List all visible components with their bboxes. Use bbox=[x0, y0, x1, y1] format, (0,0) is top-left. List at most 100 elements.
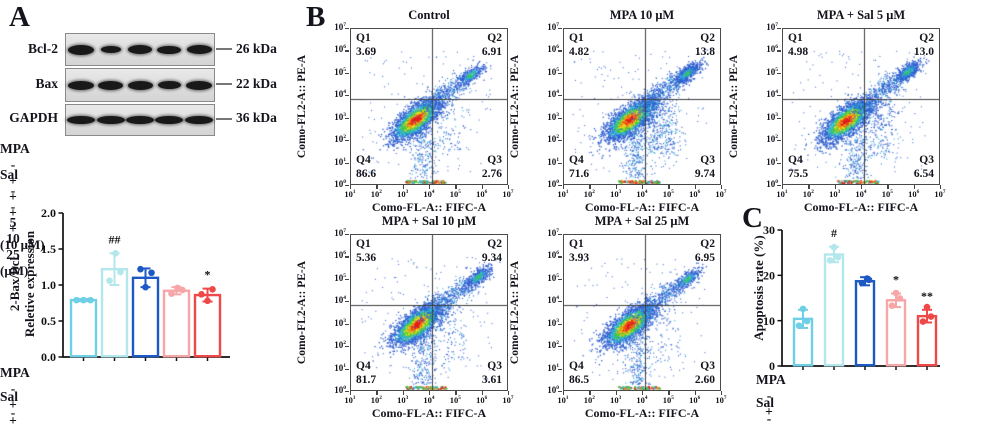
y-tick-label: 101 bbox=[766, 156, 778, 167]
protein-band bbox=[157, 45, 182, 54]
x-tick-label: 103 bbox=[829, 189, 841, 199]
exponent: 7 bbox=[556, 22, 559, 28]
data-point bbox=[168, 290, 175, 297]
x-tick-label: 105 bbox=[662, 395, 674, 405]
exponent: 1 bbox=[556, 362, 559, 369]
quadrant-q2: Q2 9.34 bbox=[481, 238, 502, 264]
flow-plot-area: Q1 3.93 Q2 6.95 Q4 86.5 Q3 2.60 bbox=[563, 234, 721, 391]
x-tick-mark bbox=[455, 185, 457, 189]
flow-x-axis-label: Como-FL-A:: FIFC-A bbox=[584, 406, 700, 420]
x-tick-mark bbox=[508, 391, 510, 395]
quadrant-q3: Q3 9.74 bbox=[694, 154, 715, 181]
x-tick-mark bbox=[808, 185, 810, 189]
y-tick-mark bbox=[345, 256, 349, 258]
x-tick-label: 102 bbox=[802, 189, 814, 199]
y-tick-label: 102 bbox=[334, 340, 346, 351]
y-tick-label: 105 bbox=[766, 66, 778, 77]
y-tick-mark bbox=[777, 162, 781, 164]
y-tick-mark bbox=[777, 117, 781, 119]
x-tick-mark bbox=[481, 185, 483, 189]
blot-box-bcl2 bbox=[65, 33, 215, 66]
data-point bbox=[148, 269, 155, 277]
x-tick-label: 102 bbox=[370, 395, 382, 405]
y-tick-mark bbox=[558, 185, 562, 187]
exponent: 4 bbox=[863, 189, 867, 196]
flow-scatter-canvas bbox=[783, 29, 939, 184]
x-tick-label: 101 bbox=[344, 189, 356, 199]
lane-value: + bbox=[765, 404, 773, 419]
y-tick-mark bbox=[777, 185, 781, 187]
y-tick-label: 103 bbox=[547, 111, 559, 122]
y-tick-label: 20 bbox=[763, 269, 775, 283]
exponent: 4 bbox=[644, 395, 648, 402]
protein-band bbox=[67, 116, 95, 124]
y-tick-label: 104 bbox=[547, 295, 559, 306]
data-point bbox=[830, 243, 838, 251]
lane-value: - bbox=[10, 199, 16, 214]
y-tick-label: 101 bbox=[334, 156, 346, 167]
x-tick-label: 106 bbox=[689, 189, 701, 199]
exponent: 5 bbox=[671, 189, 674, 196]
flow-x-ticks: 101 102 103 104 105 106 107 bbox=[776, 189, 945, 201]
lane-value: + bbox=[756, 420, 782, 424]
quadrant-q4: Q4 86.6 bbox=[356, 154, 377, 181]
exponent: 6 bbox=[484, 395, 488, 402]
x-tick-label: 102 bbox=[370, 189, 382, 199]
lane-row-label: Sal bbox=[756, 395, 775, 410]
x-tick-label: 101 bbox=[776, 189, 788, 199]
y-tick-mark bbox=[558, 140, 562, 142]
quadrant-q3: Q3 6.54 bbox=[913, 154, 934, 181]
y-tick-mark bbox=[558, 346, 562, 348]
y-tick-label: 107 bbox=[766, 22, 778, 32]
x-tick-mark bbox=[589, 185, 591, 189]
exponent: 2 bbox=[592, 395, 595, 402]
lane-unit: (μM) bbox=[0, 263, 29, 278]
x-tick-label: 107 bbox=[502, 395, 514, 405]
significance-annotation: # bbox=[831, 226, 837, 240]
exponent: 3 bbox=[556, 111, 559, 118]
y-tick-mark bbox=[345, 117, 349, 119]
bar bbox=[162, 289, 191, 358]
exponent: 0 bbox=[556, 179, 559, 185]
panel-b-label: B bbox=[306, 1, 326, 33]
lane-value: - bbox=[10, 157, 16, 172]
flow-y-axis-label: Como-FL2-A:: PE-A bbox=[296, 260, 308, 365]
flow-title: Control bbox=[408, 8, 450, 22]
data-point bbox=[137, 265, 144, 273]
flow-y-ticks: 100 101 102 103 104 105 106 107 bbox=[312, 22, 346, 189]
data-point bbox=[923, 303, 931, 311]
exponent: 3 bbox=[618, 395, 622, 402]
exponent: 1 bbox=[343, 156, 346, 163]
protein-band bbox=[100, 46, 121, 53]
quadrant-q1: Q1 4.82 bbox=[569, 32, 590, 58]
exponent: 6 bbox=[556, 44, 559, 51]
y-tick-mark bbox=[558, 72, 562, 75]
exponent: 1 bbox=[784, 189, 788, 196]
flow-x-ticks: 101 102 103 104 105 106 107 bbox=[557, 189, 726, 201]
y-tick-mark bbox=[558, 50, 562, 52]
exponent: 4 bbox=[343, 89, 346, 96]
significance-annotation: * bbox=[893, 272, 899, 286]
x-tick-mark bbox=[402, 391, 404, 395]
exponent: 2 bbox=[556, 340, 559, 347]
bar bbox=[69, 298, 98, 358]
data-point bbox=[106, 277, 113, 284]
protein-band bbox=[186, 80, 212, 90]
quadrant-q4: Q4 81.7 bbox=[356, 360, 377, 387]
flow-y-axis-label: Como-FL2-A:: PE-A bbox=[728, 54, 740, 159]
x-tick-mark bbox=[834, 185, 836, 189]
x-tick-mark bbox=[481, 391, 483, 395]
data-point bbox=[803, 317, 811, 325]
data-point bbox=[888, 302, 896, 310]
lane-value: + bbox=[9, 173, 17, 188]
lane-value: - bbox=[10, 381, 16, 396]
lane-unit: (10 μM) bbox=[0, 237, 45, 252]
western-blot: Bcl-2 Bax GAPDH 26 kDa 22 kDa 36 kDa MPA… bbox=[0, 0, 300, 278]
exponent: 6 bbox=[775, 44, 778, 51]
flow-plot-area: Q1 3.69 Q2 6.91 Q4 86.6 Q3 2.76 bbox=[350, 28, 508, 185]
y-tick-mark bbox=[558, 95, 562, 97]
x-tick-mark bbox=[782, 185, 784, 189]
flow-title: MPA + Sal 25 μM bbox=[594, 214, 690, 228]
y-tick-label: 106 bbox=[334, 44, 346, 55]
